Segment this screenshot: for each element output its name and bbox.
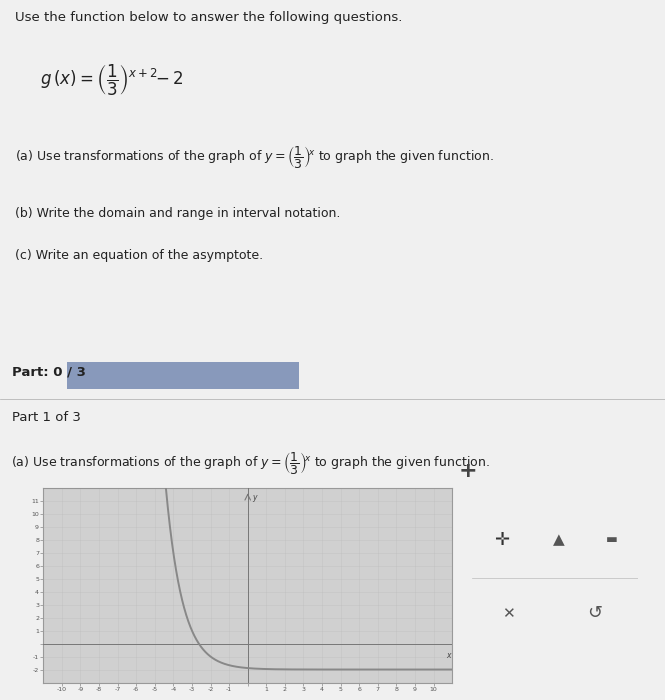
- Text: +: +: [459, 461, 477, 481]
- Text: y: y: [252, 493, 257, 502]
- Text: $g\,(x) = \left(\dfrac{1}{3}\right)^{x+2}\!\!-2$: $g\,(x) = \left(\dfrac{1}{3}\right)^{x+2…: [40, 63, 184, 98]
- Text: (a) Use transformations of the graph of $y=\left(\dfrac{1}{3}\right)^{\!x}$ to g: (a) Use transformations of the graph of …: [15, 144, 493, 169]
- Text: ▬: ▬: [606, 533, 618, 546]
- Text: Part 1 of 3: Part 1 of 3: [12, 412, 81, 424]
- Text: (c) Write an equation of the asymptote.: (c) Write an equation of the asymptote.: [15, 248, 263, 262]
- Text: x: x: [446, 651, 451, 659]
- Text: ✛: ✛: [495, 531, 509, 549]
- Text: ▲: ▲: [553, 532, 565, 547]
- Text: (b) Write the domain and range in interval notation.: (b) Write the domain and range in interv…: [15, 206, 340, 220]
- Text: Use the function below to answer the following questions.: Use the function below to answer the fol…: [15, 10, 402, 24]
- Text: Part: 0 / 3: Part: 0 / 3: [12, 366, 86, 379]
- Text: ✕: ✕: [502, 606, 515, 621]
- Text: (a) Use transformations of the graph of $y=\left(\dfrac{1}{3}\right)^{\!x}$ to g: (a) Use transformations of the graph of …: [11, 449, 489, 475]
- FancyBboxPatch shape: [66, 362, 299, 389]
- Text: ↺: ↺: [588, 604, 602, 622]
